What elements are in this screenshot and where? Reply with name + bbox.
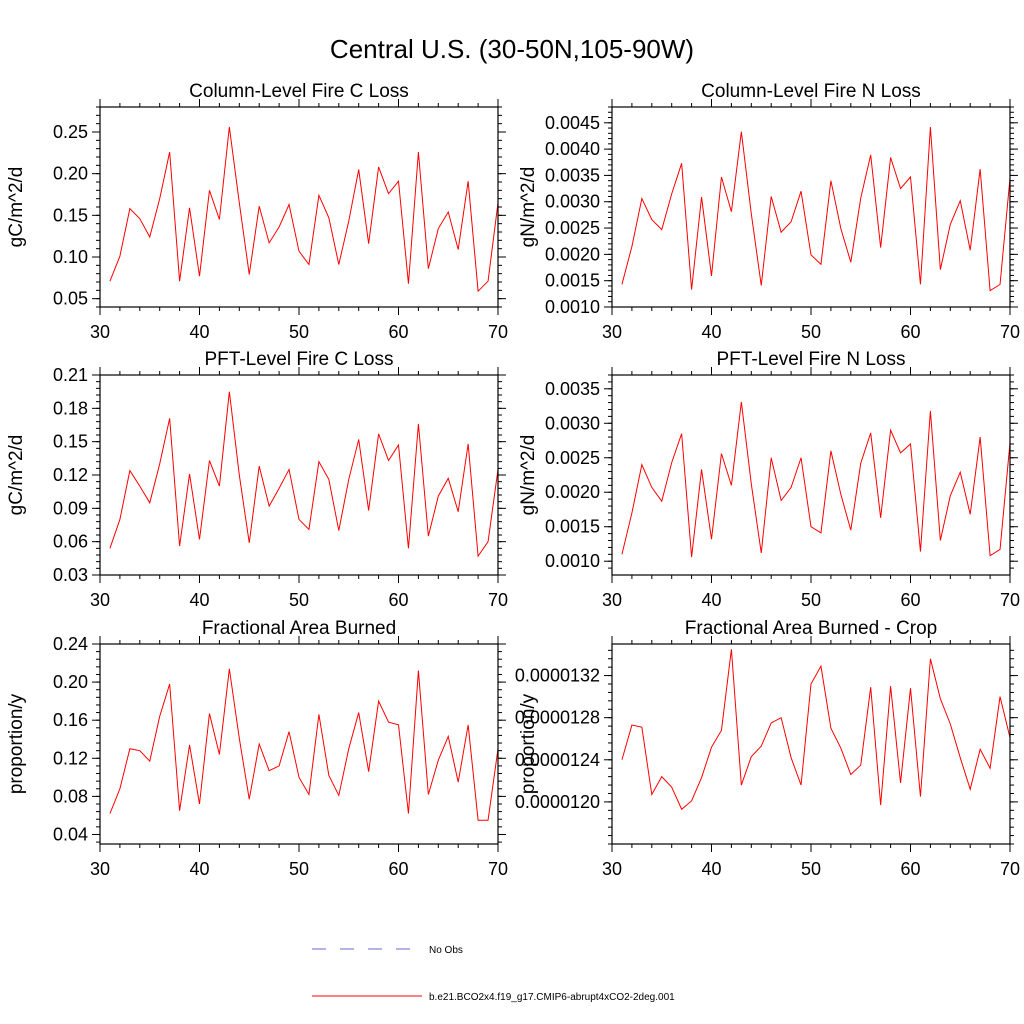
panel-title: PFT-Level Fire C Loss <box>205 349 394 370</box>
series-line <box>621 401 1010 558</box>
y-tick-label: 0.0045 <box>545 113 600 133</box>
y-tick-label: 0.0000124 <box>515 750 600 770</box>
y-tick-label: 0.06 <box>53 532 88 552</box>
y-tick-label: 0.15 <box>53 205 88 225</box>
x-tick-label: 30 <box>90 859 110 879</box>
y-tick-label: 0.16 <box>53 710 88 730</box>
panel-title: Fractional Area Burned - Crop <box>685 618 937 639</box>
y-tick-label: 0.0000128 <box>515 708 600 728</box>
legend: No Obs b.e21.BCO2x4.f19_g17.CMIP6-abrupt… <box>312 945 675 1003</box>
x-tick-label: 70 <box>488 859 508 879</box>
figure-title: Central U.S. (30-50N,105-90W) <box>330 34 694 64</box>
y-tick-label: 0.09 <box>53 498 88 518</box>
x-tick-label: 70 <box>1000 859 1020 879</box>
series-line <box>621 649 1010 811</box>
y-axis-label: proportion/y <box>6 693 27 794</box>
series-line <box>621 126 1010 292</box>
y-tick-label: 0.20 <box>53 672 88 692</box>
y-tick-label: 0.0030 <box>545 192 600 212</box>
x-tick-label: 60 <box>900 322 920 342</box>
x-tick-label: 50 <box>289 322 309 342</box>
panel-1: Column-Level Fire C Loss gC/m^2/d 30 40 50 60… <box>6 81 508 342</box>
panel-title: Column-Level Fire N Loss <box>701 81 921 102</box>
y-axis-label: proportion/y <box>518 693 539 794</box>
x-tick-label: 50 <box>801 590 821 610</box>
y-tick-label: 0.0035 <box>545 379 600 399</box>
y-tick-label: 0.03 <box>53 565 88 585</box>
x-tick-label: 60 <box>900 859 920 879</box>
panel-6: Fractional Area Burned - Crop proportion/… <box>515 618 1020 879</box>
series-line <box>109 126 498 293</box>
x-tick-label: 60 <box>388 859 408 879</box>
y-tick-label: 0.12 <box>53 748 88 768</box>
x-tick-label: 30 <box>602 859 622 879</box>
y-tick-label: 0.20 <box>53 164 88 184</box>
y-tick-label: 0.0010 <box>545 551 600 571</box>
y-tick-label: 0.10 <box>53 247 88 267</box>
y-tick-label: 0.0020 <box>545 244 600 264</box>
y-tick-label: 0.0040 <box>545 139 600 159</box>
x-tick-label: 40 <box>189 859 209 879</box>
y-tick-label: 0.0000132 <box>515 666 600 686</box>
x-tick-label: 40 <box>701 590 721 610</box>
y-tick-label: 0.0015 <box>545 517 600 537</box>
y-axis-label: gC/m^2/d <box>6 167 27 248</box>
panel-4: PFT-Level Fire N Loss gN/m^2/d 30 40 50 60 70 0… <box>518 349 1020 610</box>
x-tick-label: 70 <box>1000 322 1020 342</box>
y-axis-label: gC/m^2/d <box>6 435 27 516</box>
x-tick-label: 30 <box>90 322 110 342</box>
x-tick-label: 30 <box>602 590 622 610</box>
panel-5: Fractional Area Burned proportion/y 30 40 50… <box>6 618 508 879</box>
x-tick-label: 60 <box>388 590 408 610</box>
series-line <box>109 391 498 558</box>
x-tick-label: 30 <box>90 590 110 610</box>
y-tick-label: 0.0000120 <box>515 792 600 812</box>
legend-obs-label: No Obs <box>429 945 463 956</box>
x-tick-label: 70 <box>488 322 508 342</box>
y-tick-label: 0.12 <box>53 465 88 485</box>
x-tick-label: 40 <box>189 590 209 610</box>
x-tick-label: 60 <box>388 322 408 342</box>
y-tick-label: 0.25 <box>53 122 88 142</box>
y-tick-label: 0.0015 <box>545 271 600 291</box>
y-tick-label: 0.0010 <box>545 297 600 317</box>
x-tick-label: 50 <box>289 590 309 610</box>
y-tick-label: 0.04 <box>53 824 88 844</box>
x-tick-label: 70 <box>1000 590 1020 610</box>
x-tick-label: 40 <box>189 322 209 342</box>
y-tick-label: 0.24 <box>53 634 88 654</box>
x-tick-label: 60 <box>900 590 920 610</box>
series-line <box>109 668 498 821</box>
x-tick-label: 40 <box>701 859 721 879</box>
panel-2: Column-Level Fire N Loss gN/m^2/d 30 40 50 60… <box>518 81 1020 342</box>
panels: Column-Level Fire C Loss gC/m^2/d 30 40 50 60… <box>6 81 1020 879</box>
panel-title: PFT-Level Fire N Loss <box>717 349 906 370</box>
x-tick-label: 50 <box>801 859 821 879</box>
panel-title: Column-Level Fire C Loss <box>189 81 409 102</box>
x-tick-label: 50 <box>801 322 821 342</box>
panel-3: PFT-Level Fire C Loss gC/m^2/d 30 40 50 60 70 0… <box>6 349 508 610</box>
x-tick-label: 30 <box>602 322 622 342</box>
y-tick-label: 0.15 <box>53 432 88 452</box>
y-axis-label: gN/m^2/d <box>518 167 539 248</box>
legend-model-label: b.e21.BCO2x4.f19_g17.CMIP6-abrupt4xCO2-2… <box>429 992 675 1003</box>
x-tick-label: 40 <box>701 322 721 342</box>
y-tick-label: 0.0030 <box>545 413 600 433</box>
y-tick-label: 0.08 <box>53 786 88 806</box>
y-tick-label: 0.0025 <box>545 218 600 238</box>
y-axis-label: gN/m^2/d <box>518 435 539 516</box>
y-tick-label: 0.05 <box>53 289 88 309</box>
y-tick-label: 0.18 <box>53 398 88 418</box>
y-tick-label: 0.0025 <box>545 448 600 468</box>
x-tick-label: 50 <box>289 859 309 879</box>
y-tick-label: 0.0020 <box>545 482 600 502</box>
y-tick-label: 0.21 <box>53 365 88 385</box>
panel-title: Fractional Area Burned <box>202 618 396 639</box>
y-tick-label: 0.0035 <box>545 165 600 185</box>
x-tick-label: 70 <box>488 590 508 610</box>
